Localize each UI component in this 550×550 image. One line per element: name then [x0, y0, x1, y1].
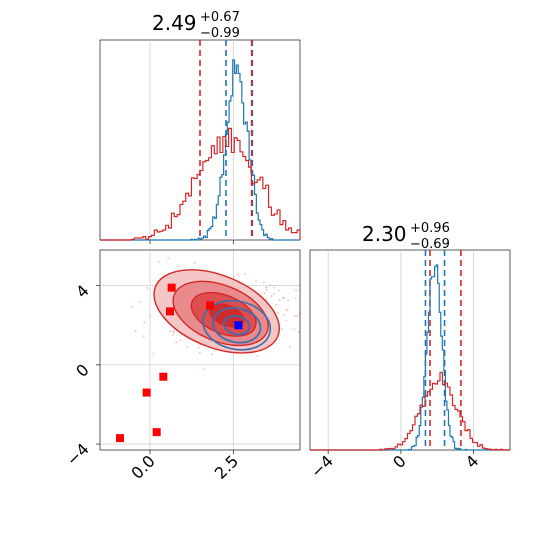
- scatter-point: [131, 306, 134, 309]
- scatter-point: [278, 299, 281, 302]
- top-histogram-grid: [149, 40, 234, 244]
- scatter-point: [157, 260, 160, 263]
- blue-contour-level: [222, 315, 251, 336]
- scatter-point: [172, 330, 175, 333]
- scatter-point: [232, 275, 235, 278]
- joint-frame: [99, 249, 301, 451]
- blue-histogram: [310, 264, 510, 451]
- red-square-marker: [166, 307, 174, 316]
- red-square-marker: [167, 283, 176, 292]
- scatter-point: [287, 299, 290, 302]
- right-histogram-ticks: −4 0 4: [307, 450, 483, 482]
- scatter-point: [202, 368, 205, 371]
- scatter-point: [270, 295, 273, 298]
- right-histogram-panel: −4 0 4 2.30 +0.96 −0.69: [307, 221, 511, 482]
- scatter-point: [210, 353, 213, 356]
- scatter-point: [265, 298, 268, 301]
- scatter-point: [177, 264, 180, 267]
- y-tick-label: −4: [63, 439, 93, 469]
- right-histogram-grid: [327, 250, 475, 450]
- scatter-point: [169, 330, 172, 333]
- scatter-point: [262, 281, 265, 284]
- scatter-point: [277, 311, 280, 314]
- scatter-point: [197, 346, 200, 349]
- blue-histogram: [100, 59, 300, 241]
- scatter-point: [282, 314, 285, 317]
- scatter-point: [263, 292, 266, 295]
- scatter-point: [256, 355, 259, 358]
- scatter-point: [277, 289, 280, 292]
- scatter-point: [186, 346, 189, 349]
- scatter-point: [134, 329, 137, 332]
- scatter-point: [255, 280, 258, 283]
- scatter-point: [179, 338, 182, 341]
- scatter-point: [269, 284, 272, 287]
- right-histogram-title-value: 2.30: [362, 222, 407, 246]
- red-histogram: [100, 127, 301, 241]
- top-histogram-title-plus: +0.67: [200, 10, 240, 25]
- top-histogram-title-value: 2.49: [152, 11, 197, 35]
- blue-square-marker: [234, 321, 243, 330]
- x-tick-label: 4: [462, 451, 483, 472]
- x-tick-label: 0: [389, 451, 410, 472]
- scatter-point: [273, 286, 276, 289]
- scatter-point: [148, 314, 151, 317]
- scatter-point: [265, 288, 268, 291]
- right-histogram-steps: [310, 264, 510, 451]
- red-square-marker: [206, 301, 214, 310]
- scatter-point: [175, 341, 178, 344]
- scatter-point: [294, 315, 297, 318]
- red-square-marker: [116, 434, 124, 443]
- scatter-point: [281, 296, 284, 299]
- joint-markers: [116, 283, 243, 443]
- scatter-point: [172, 333, 175, 336]
- scatter-point: [297, 331, 300, 334]
- scatter-point: [152, 352, 155, 355]
- scatter-point: [285, 319, 288, 322]
- scatter-point: [193, 261, 196, 264]
- scatter-point: [295, 289, 298, 292]
- red-square-marker: [159, 372, 168, 381]
- top-histogram-title-minus: −0.99: [200, 26, 240, 41]
- scatter-point: [146, 287, 149, 290]
- scatter-point: [265, 286, 268, 289]
- blue-contour-level: [212, 306, 262, 344]
- right-histogram-frame: [309, 249, 511, 451]
- scatter-point: [143, 321, 146, 324]
- scatter-point: [285, 308, 288, 311]
- right-histogram-title-minus: −0.69: [410, 237, 450, 252]
- scatter-point: [236, 273, 239, 276]
- scatter-point: [275, 303, 278, 306]
- scatter-point: [293, 328, 296, 331]
- top-histogram-panel: 2.49 +0.67 −0.99: [99, 10, 301, 244]
- scatter-point: [280, 327, 283, 330]
- scatter-point: [142, 335, 145, 338]
- joint-contours: [153, 269, 281, 354]
- scatter-point: [198, 352, 201, 355]
- scatter-point: [167, 257, 170, 260]
- scatter-point: [272, 293, 275, 296]
- red-square-marker: [152, 428, 161, 437]
- y-tick-label: 4: [72, 281, 93, 302]
- scatter-point: [138, 301, 141, 304]
- red-square-marker: [142, 388, 151, 397]
- top-histogram-steps: [100, 59, 301, 241]
- x-tick-label: 0.0: [127, 451, 158, 482]
- scatter-point: [289, 345, 292, 348]
- scatter-point: [296, 314, 299, 317]
- scatter-point: [244, 272, 247, 275]
- y-tick-label: 0: [72, 360, 93, 381]
- blue-contour-level: [202, 299, 272, 351]
- x-tick-label: −4: [307, 451, 337, 481]
- scatter-point: [294, 297, 297, 300]
- right-histogram-title-plus: +0.96: [410, 221, 450, 236]
- x-tick-label: 2.5: [211, 451, 242, 482]
- joint-contour-panel: 0.0 2.5 −4 0 4: [63, 249, 301, 483]
- red-histogram: [310, 371, 510, 451]
